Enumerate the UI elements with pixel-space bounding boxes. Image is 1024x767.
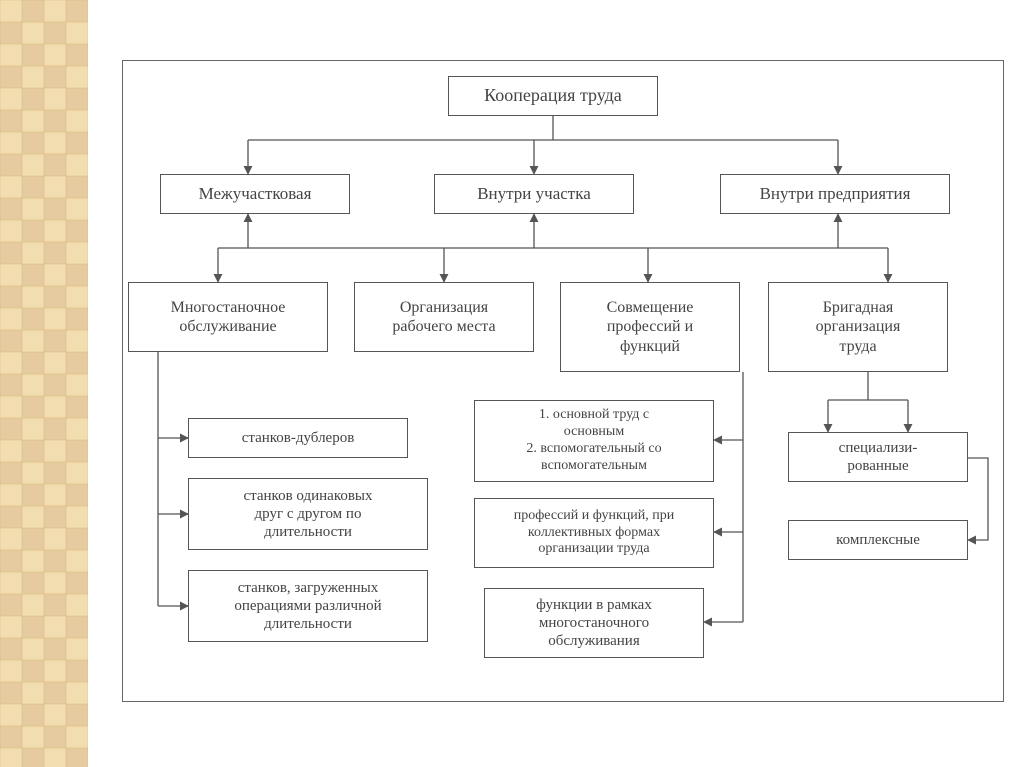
pattern-svg [0, 0, 88, 767]
node-inter-label: Межучастковая [199, 184, 312, 204]
node-c1: 1. основной труд сосновным2. вспомогател… [474, 400, 714, 482]
background-pattern [0, 0, 88, 767]
node-inent-label: Внутри предприятия [760, 184, 911, 204]
node-m2-label: станков одинаковыхдруг с другом подлител… [243, 487, 372, 541]
node-inarea-label: Внутри участка [477, 184, 591, 204]
node-multi: Многостаночноеобслуживание [128, 282, 328, 352]
flowchart-canvas: Кооперация труда Межучастковая Внутри уч… [88, 0, 1024, 767]
node-comb-label: Совмещениепрофессий ифункций [607, 298, 694, 356]
node-m2: станков одинаковыхдруг с другом подлител… [188, 478, 428, 550]
node-comb: Совмещениепрофессий ифункций [560, 282, 740, 372]
node-inarea: Внутри участка [434, 174, 634, 214]
node-b2-label: комплексные [836, 531, 920, 549]
node-c1-label: 1. основной труд сосновным2. вспомогател… [526, 407, 661, 474]
node-brig: Бригаднаяорганизациятруда [768, 282, 948, 372]
node-inent: Внутри предприятия [720, 174, 950, 214]
node-c2: профессий и функций, приколлективных фор… [474, 498, 714, 568]
node-b1: специализи-рованные [788, 432, 968, 482]
node-root: Кооперация труда [448, 76, 658, 116]
node-multi-label: Многостаночноеобслуживание [171, 298, 286, 336]
node-c2-label: профессий и функций, приколлективных фор… [514, 508, 675, 558]
node-c3: функции в рамкахмногостаночногообслужива… [484, 588, 704, 658]
node-org-label: Организациярабочего места [392, 298, 495, 336]
node-brig-label: Бригаднаяорганизациятруда [816, 298, 901, 356]
node-m3: станков, загруженныхоперациями различной… [188, 570, 428, 642]
node-org: Организациярабочего места [354, 282, 534, 352]
node-m1-label: станков-дублеров [242, 429, 355, 447]
node-inter: Межучастковая [160, 174, 350, 214]
node-b2: комплексные [788, 520, 968, 560]
node-m1: станков-дублеров [188, 418, 408, 458]
node-m3-label: станков, загруженныхоперациями различной… [234, 579, 381, 633]
node-root-label: Кооперация труда [484, 85, 622, 107]
node-b1-label: специализи-рованные [839, 439, 918, 475]
node-c3-label: функции в рамкахмногостаночногообслужива… [536, 596, 652, 650]
